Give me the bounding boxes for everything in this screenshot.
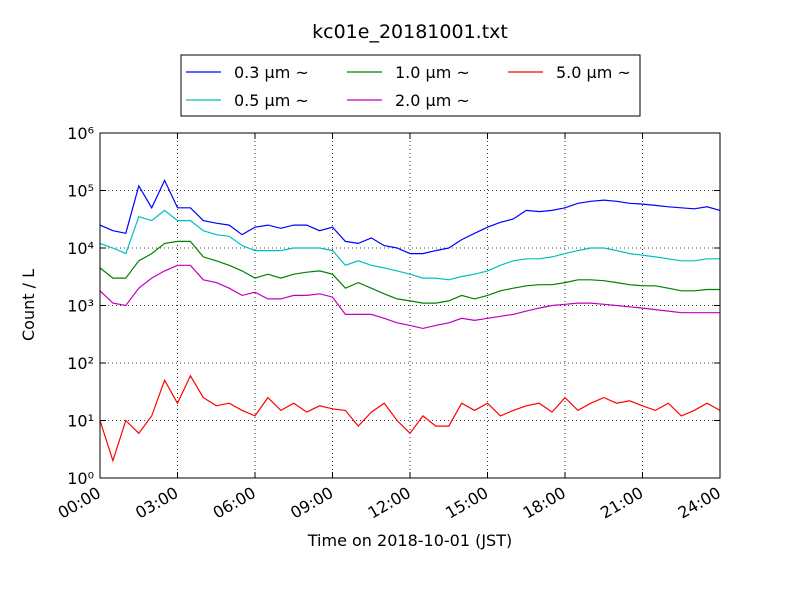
- series-line: [99, 374, 721, 463]
- series-line: [99, 240, 720, 304]
- plot-frame: [99, 132, 721, 479]
- y-tick-label: 10⁶: [67, 124, 94, 143]
- y-tick-label: 10⁵: [67, 182, 94, 201]
- legend-label: 0.3 μm ~: [234, 63, 309, 82]
- y-tick-label: 10¹: [67, 412, 94, 431]
- y-tick-label: 10⁰: [67, 469, 94, 488]
- x-axis-label: Time on 2018-10-01 (JST): [307, 531, 512, 550]
- series-line: [99, 209, 720, 281]
- legend-box: [180, 54, 641, 117]
- legend-label: 1.0 μm ~: [395, 63, 470, 82]
- series-line: [99, 264, 720, 330]
- y-axis-label: Count / L: [19, 269, 38, 341]
- legend-label: 2.0 μm ~: [395, 91, 470, 110]
- legend-label: 0.5 μm ~: [234, 91, 309, 110]
- y-tick-label: 10⁴: [67, 239, 94, 258]
- chart-title: kc01e_20181001.txt: [312, 21, 508, 43]
- y-tick-label: 10³: [67, 297, 94, 316]
- series-line: [99, 178, 721, 255]
- y-tick-label: 10²: [67, 354, 94, 373]
- legend-label: 5.0 μm ~: [556, 63, 631, 82]
